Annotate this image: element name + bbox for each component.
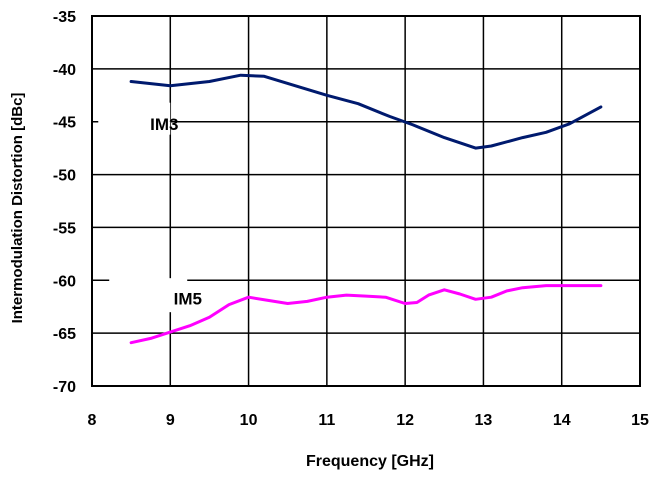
x-tick-label: 12 (396, 412, 414, 429)
y-tick-label: -45 (53, 115, 76, 132)
y-tick-label: -60 (53, 273, 76, 290)
series-label-background (109, 278, 188, 313)
x-tick-label: 15 (631, 412, 649, 429)
y-tick-label: -50 (53, 168, 76, 185)
y-tick-label: -40 (53, 62, 76, 79)
y-tick-label: -65 (53, 326, 76, 343)
series-line-im5 (129, 284, 603, 345)
tick-labels: 8 9 10 11 12 13 14 15 -35 -40 -45 -50 -55 -60 -65 -70 (53, 9, 649, 429)
gridlines (91, 15, 641, 387)
y-tick-label: -55 (53, 220, 76, 237)
x-tick-label: 8 (88, 412, 97, 429)
series-label-im5: IM5 (174, 289, 202, 308)
x-tick-label: 13 (475, 412, 493, 429)
x-tick-label: 11 (318, 412, 335, 429)
series-label-im3: IM3 (150, 115, 178, 134)
y-axis-title: Intermodulation Distortion [dBc] (9, 93, 26, 324)
x-tick-label: 14 (553, 412, 571, 429)
series-label-background (98, 102, 171, 135)
plot-border (91, 15, 641, 387)
y-tick-label: -70 (53, 379, 76, 396)
series-lines (129, 73, 603, 345)
y-tick-label: -35 (53, 9, 76, 26)
series-labels: IM3 IM5 (98, 102, 202, 313)
x-axis-title: Frequency [GHz] (306, 453, 434, 470)
series-line-im3 (129, 73, 603, 150)
plot-frame (91, 15, 641, 387)
x-tick-label: 10 (240, 412, 258, 429)
x-tick-label: 9 (166, 412, 175, 429)
